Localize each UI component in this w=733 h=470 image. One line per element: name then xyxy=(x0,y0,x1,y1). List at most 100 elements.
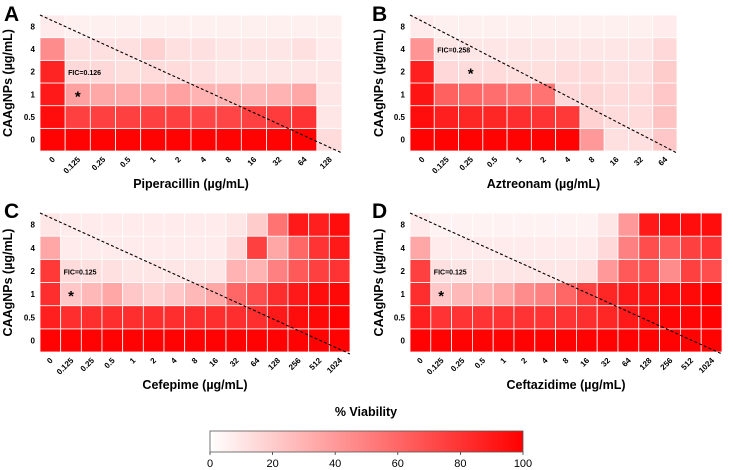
y-tick-label: 0.5 xyxy=(24,113,36,122)
y-tick-label: 4 xyxy=(31,244,36,253)
heatmap-cell xyxy=(458,14,484,39)
heatmap-cell xyxy=(39,59,66,84)
heatmap-cell xyxy=(700,212,723,237)
heatmap-cell xyxy=(555,37,581,61)
heatmap-cell xyxy=(163,328,186,353)
x-tick-label: 128 xyxy=(638,356,654,372)
heatmap-cell xyxy=(240,37,267,61)
heatmap-cell xyxy=(628,127,654,152)
heatmap-cell xyxy=(225,258,248,283)
heatmap-cell xyxy=(530,82,557,107)
heatmap-cell xyxy=(680,258,702,283)
heatmap-cell xyxy=(628,59,654,84)
x-tick-label: 32 xyxy=(599,356,612,369)
synergy-marker: * xyxy=(468,66,474,83)
heatmap-cell xyxy=(471,305,494,330)
heatmap-cell xyxy=(140,127,167,152)
heatmap-cell xyxy=(409,105,435,129)
heatmap-cell xyxy=(140,37,167,61)
heatmap-cell xyxy=(122,282,144,307)
heatmap-cell xyxy=(409,59,435,84)
heatmap-cell xyxy=(409,14,435,39)
heatmap-cell xyxy=(534,212,556,237)
y-tick-label: 0 xyxy=(401,336,406,345)
heatmap-cell xyxy=(184,328,206,353)
heatmap-cell xyxy=(39,328,62,353)
heatmap-cell xyxy=(287,282,310,307)
heatmap-cell xyxy=(165,127,192,152)
x-tick-label: 2 xyxy=(173,155,183,165)
heatmap-cell xyxy=(652,59,678,84)
colorbar-tick-label: 80 xyxy=(454,458,466,470)
heatmap-cell xyxy=(506,127,532,152)
panel-letter: B xyxy=(372,3,387,26)
x-tick-label: 0 xyxy=(45,356,55,366)
heatmap-cell xyxy=(328,258,351,283)
heatmap-cell xyxy=(458,127,484,152)
x-tick-label: 2 xyxy=(149,356,159,366)
heatmap-cell xyxy=(165,105,192,129)
heatmap-cell xyxy=(430,235,452,260)
heatmap-cell xyxy=(39,282,62,307)
x-tick-label: 4 xyxy=(169,356,179,366)
heatmap-cell xyxy=(596,328,619,353)
x-tick-label: 2 xyxy=(538,155,548,165)
x-tick-label: 4 xyxy=(563,155,573,165)
y-tick-label: 8 xyxy=(401,22,406,31)
heatmap-cell xyxy=(215,127,242,152)
y-axis-title: CAAgNPs (µg/mL) xyxy=(1,29,15,137)
colorbar-tick-label: 60 xyxy=(392,458,404,470)
x-tick-label: 0.125 xyxy=(62,155,83,176)
heatmap-cell xyxy=(328,282,351,307)
heatmap-cell xyxy=(204,328,227,353)
heatmap-cell xyxy=(513,282,536,307)
x-tick-label: 1024 xyxy=(697,356,716,375)
y-tick-label: 0 xyxy=(31,336,36,345)
heatmap-cell xyxy=(409,235,432,260)
colorbar-tick-label: 0 xyxy=(207,458,213,470)
heatmap-cell xyxy=(266,282,289,307)
heatmap-cell xyxy=(122,235,144,260)
heatmap-cell xyxy=(471,235,494,260)
heatmap-cell xyxy=(287,258,310,283)
heatmap-cell xyxy=(39,305,62,330)
heatmap-cell xyxy=(638,328,660,353)
isobologram-line xyxy=(39,14,343,154)
heatmap-cell xyxy=(513,235,536,260)
x-tick-label: 0 xyxy=(47,155,57,165)
heatmap-cell xyxy=(142,328,165,353)
heatmap-cell xyxy=(246,212,268,237)
colorbar-title: % Viability xyxy=(335,405,397,419)
heatmap-cell xyxy=(225,328,248,353)
heatmap-cell xyxy=(433,82,459,107)
heatmap-cell xyxy=(184,212,206,237)
heatmap-cell xyxy=(204,282,227,307)
x-tick-label: 2 xyxy=(519,356,529,366)
isobologram-line xyxy=(409,14,678,154)
heatmap-cell xyxy=(142,212,165,237)
y-tick-label: 8 xyxy=(31,22,36,31)
synergy-marker: * xyxy=(68,288,74,305)
heatmap-cell xyxy=(122,305,144,330)
heatmap-cell xyxy=(680,235,702,260)
heatmap-cell xyxy=(142,235,165,260)
heatmap-cell xyxy=(700,328,723,353)
heatmap-cell xyxy=(430,328,452,353)
heatmap-cell xyxy=(482,127,508,152)
heatmap-cell xyxy=(700,235,723,260)
heatmap-cell xyxy=(246,305,268,330)
heatmap-cell xyxy=(163,305,186,330)
heatmap-cell xyxy=(122,258,144,283)
heatmap-cell xyxy=(101,235,124,260)
heatmap-cell xyxy=(482,37,508,61)
y-axis-title: CAAgNPs (µg/mL) xyxy=(1,229,15,337)
heatmap-cell xyxy=(576,305,598,330)
heatmap-cell xyxy=(64,127,91,152)
heatmap-cell xyxy=(140,14,167,39)
x-tick-label: 1 xyxy=(128,356,138,366)
x-tick-label: 0.125 xyxy=(430,155,451,176)
heatmap-cell xyxy=(576,282,598,307)
heatmap-cell xyxy=(659,212,681,237)
